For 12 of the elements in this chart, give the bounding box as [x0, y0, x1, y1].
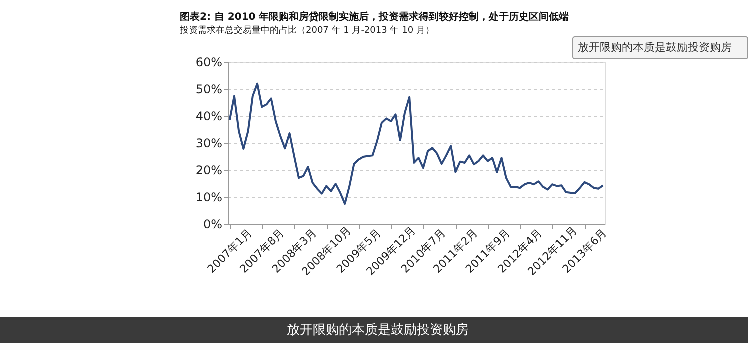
text: 放开限购的本质是鼓励投资购房	[578, 41, 732, 54]
line-series	[228, 82, 604, 206]
y-tick-label: 30%	[196, 136, 222, 150]
chart-subtitle: 投资需求在总交易量中的占比（2007 年 1 月-2013 年 10 月）	[179, 25, 434, 36]
y-tick-label: 50%	[196, 82, 222, 96]
y-tick-label: 40%	[196, 110, 222, 124]
chart-title: 图表2: 自 2010 年限购和房贷限制实施后，投资需求得到较好控制，处于历史区间低端	[180, 11, 570, 23]
y-tick-label: 60%	[196, 56, 222, 70]
y-tick-label: 10%	[196, 190, 222, 204]
y-tick-label: 0%	[203, 218, 222, 232]
y-tick-label: 20%	[196, 164, 222, 178]
text: 放开限购的本质是鼓励投资购房	[287, 322, 469, 338]
